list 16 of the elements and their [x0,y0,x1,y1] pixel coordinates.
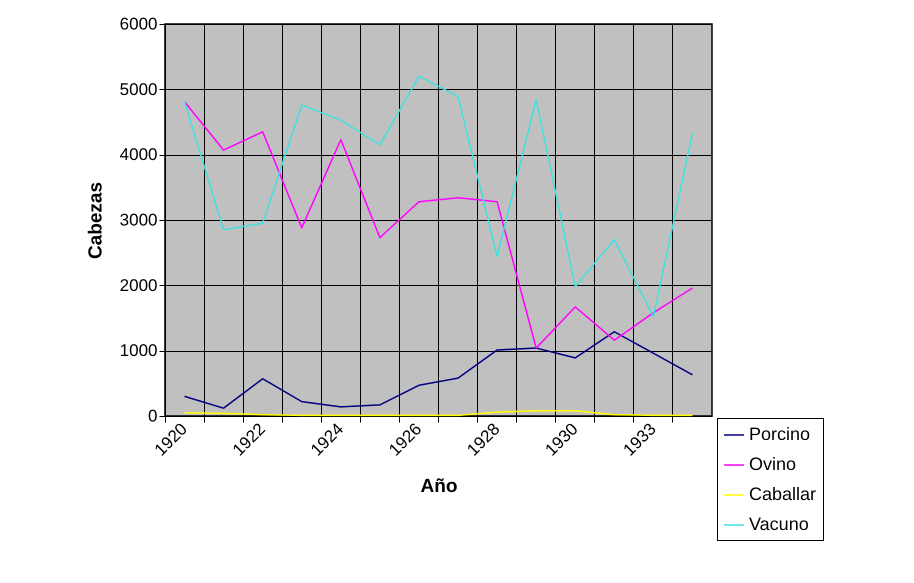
y-tick-label: 1000 [120,341,158,360]
legend-label: Caballar [749,484,816,504]
line-series [184,76,694,318]
legend-label: Porcino [749,424,810,444]
legend-label: Vacuno [749,514,809,534]
y-tick-label: 4000 [120,145,158,164]
y-tick-label: 6000 [120,14,158,34]
y-axis-title: Cabezas [86,182,107,260]
x-axis-title: Año [420,476,458,497]
y-tick-label: 3000 [120,210,158,230]
y-tick-label: 0 [148,406,158,426]
line-series [184,100,694,349]
y-tick-label: 5000 [120,80,158,99]
legend-label: Ovino [749,454,796,474]
y-tick-label: 2000 [120,276,158,295]
line-series [184,330,694,409]
